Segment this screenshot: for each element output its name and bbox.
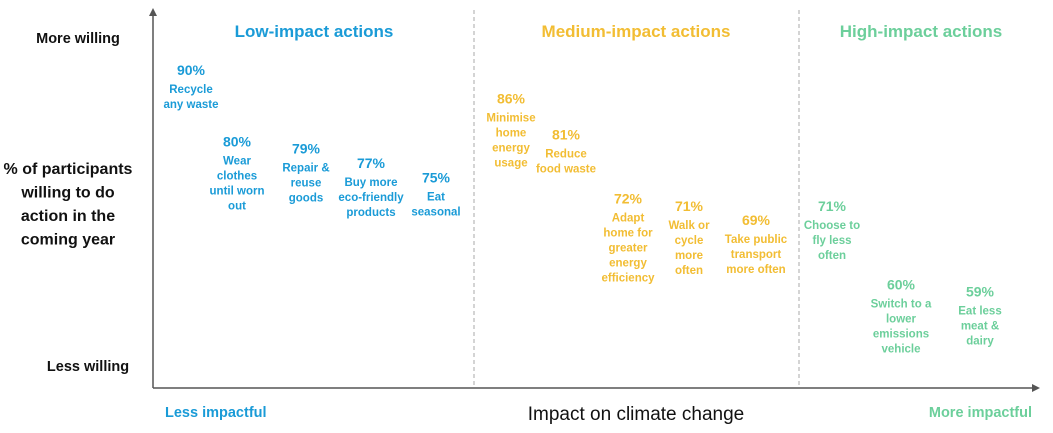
data-point-label: Switch to a xyxy=(871,299,932,311)
data-point-label: goods xyxy=(289,193,324,205)
y-axis-title: % of participants willing to do action in … xyxy=(4,161,133,249)
y-axis-title-line: % of participants xyxy=(4,161,133,178)
data-point: 77% Buy more eco-friendly products xyxy=(338,155,404,219)
data-point: 60% Switch to a lower emissions vehicle xyxy=(871,277,932,356)
x-axis-arrow-icon xyxy=(1032,384,1040,392)
data-point-value: 80% xyxy=(223,134,252,150)
data-point: 81% Reduce food waste xyxy=(536,126,596,175)
data-point-label: often xyxy=(675,265,703,277)
data-point-label: Take public xyxy=(725,234,788,246)
data-point-label: Minimise xyxy=(486,113,535,125)
data-point: 90% Recycle any waste xyxy=(164,62,219,111)
group-header: Low-impact actions xyxy=(235,22,394,41)
data-point-label: eco-friendly xyxy=(338,192,404,204)
data-point-value: 71% xyxy=(818,198,847,214)
data-point-label: Reduce xyxy=(545,148,587,160)
data-point-label: any waste xyxy=(164,99,219,111)
data-point-value: 69% xyxy=(742,212,771,228)
data-point-label: cycle xyxy=(675,235,704,247)
data-point-label: Repair & xyxy=(282,163,329,175)
data-point-label: energy xyxy=(492,143,530,155)
data-point-value: 60% xyxy=(887,277,916,293)
data-point-label: meat & xyxy=(961,321,999,333)
y-axis-top-label: More willing xyxy=(36,31,120,47)
x-axis-title: Impact on climate change xyxy=(528,404,745,425)
data-point-label: more xyxy=(675,250,703,262)
data-point-label: Eat xyxy=(427,191,445,203)
data-point-label: more often xyxy=(726,264,785,276)
data-point-label: Buy more xyxy=(344,177,397,189)
data-point-label: transport xyxy=(731,249,782,261)
data-point-value: 75% xyxy=(422,169,451,185)
x-axis-left-label: Less impactful xyxy=(165,405,267,421)
data-point-value: 81% xyxy=(552,126,581,142)
data-point: 75% Eat seasonal xyxy=(411,169,460,218)
data-point-label: Adapt xyxy=(612,213,645,225)
y-axis-arrow-icon xyxy=(149,8,157,16)
data-point: 71% Walk or cycle more often xyxy=(668,198,710,277)
data-point-label: greater xyxy=(609,243,649,255)
data-point-label: Recycle xyxy=(169,84,212,96)
data-point: 80% Wear clothes until worn out xyxy=(210,134,265,213)
group-header: High-impact actions xyxy=(840,22,1002,41)
data-point-label: seasonal xyxy=(411,206,460,218)
data-point: 71% Choose to fly less often xyxy=(804,198,860,262)
data-point-value: 77% xyxy=(357,155,386,171)
data-point-label: out xyxy=(228,201,246,213)
data-point-value: 79% xyxy=(292,141,321,157)
y-axis-title-line: coming year xyxy=(21,232,115,249)
data-point-value: 86% xyxy=(497,91,526,107)
data-point-value: 71% xyxy=(675,198,704,214)
data-point-label: Wear xyxy=(223,156,251,168)
y-axis-title-line: action in the xyxy=(21,208,115,225)
data-point: 79% Repair & reuse goods xyxy=(282,141,329,205)
data-point-label: clothes xyxy=(217,171,257,183)
data-point-label: reuse xyxy=(291,178,322,190)
data-point-label: usage xyxy=(494,158,527,170)
group-header: Medium-impact actions xyxy=(542,22,731,41)
y-axis-bottom-label: Less willing xyxy=(47,359,129,375)
data-point-label: products xyxy=(346,207,395,219)
data-point-label: home xyxy=(496,128,527,140)
data-point-label: Walk or xyxy=(668,220,710,232)
data-point-label: efficiency xyxy=(601,273,655,285)
data-point: 59% Eat less meat & dairy xyxy=(958,284,1001,348)
data-point-value: 72% xyxy=(614,191,643,207)
data-point-label: food waste xyxy=(536,163,596,175)
y-axis-title-line: willing to do xyxy=(20,185,115,202)
data-point-label: vehicle xyxy=(882,344,921,356)
data-point-label: energy xyxy=(609,258,647,270)
data-point-label: lower xyxy=(886,314,917,326)
data-point-label: home for xyxy=(603,228,653,240)
data-point-label: emissions xyxy=(873,329,929,341)
data-point-value: 90% xyxy=(177,62,206,78)
data-point-label: Choose to xyxy=(804,220,860,232)
data-point-label: dairy xyxy=(966,336,994,348)
data-point-label: often xyxy=(818,250,846,262)
data-point-label: until worn xyxy=(210,186,265,198)
data-point: 72% Adapt home for greater energy efficiency xyxy=(601,191,655,285)
data-point-label: fly less xyxy=(813,235,852,247)
data-point: 69% Take public transport more often xyxy=(725,212,788,276)
data-point-label: Eat less xyxy=(958,306,1001,318)
data-point-value: 59% xyxy=(966,284,995,300)
x-axis-right-label: More impactful xyxy=(929,405,1032,421)
data-point: 86% Minimise home energy usage xyxy=(486,91,535,170)
